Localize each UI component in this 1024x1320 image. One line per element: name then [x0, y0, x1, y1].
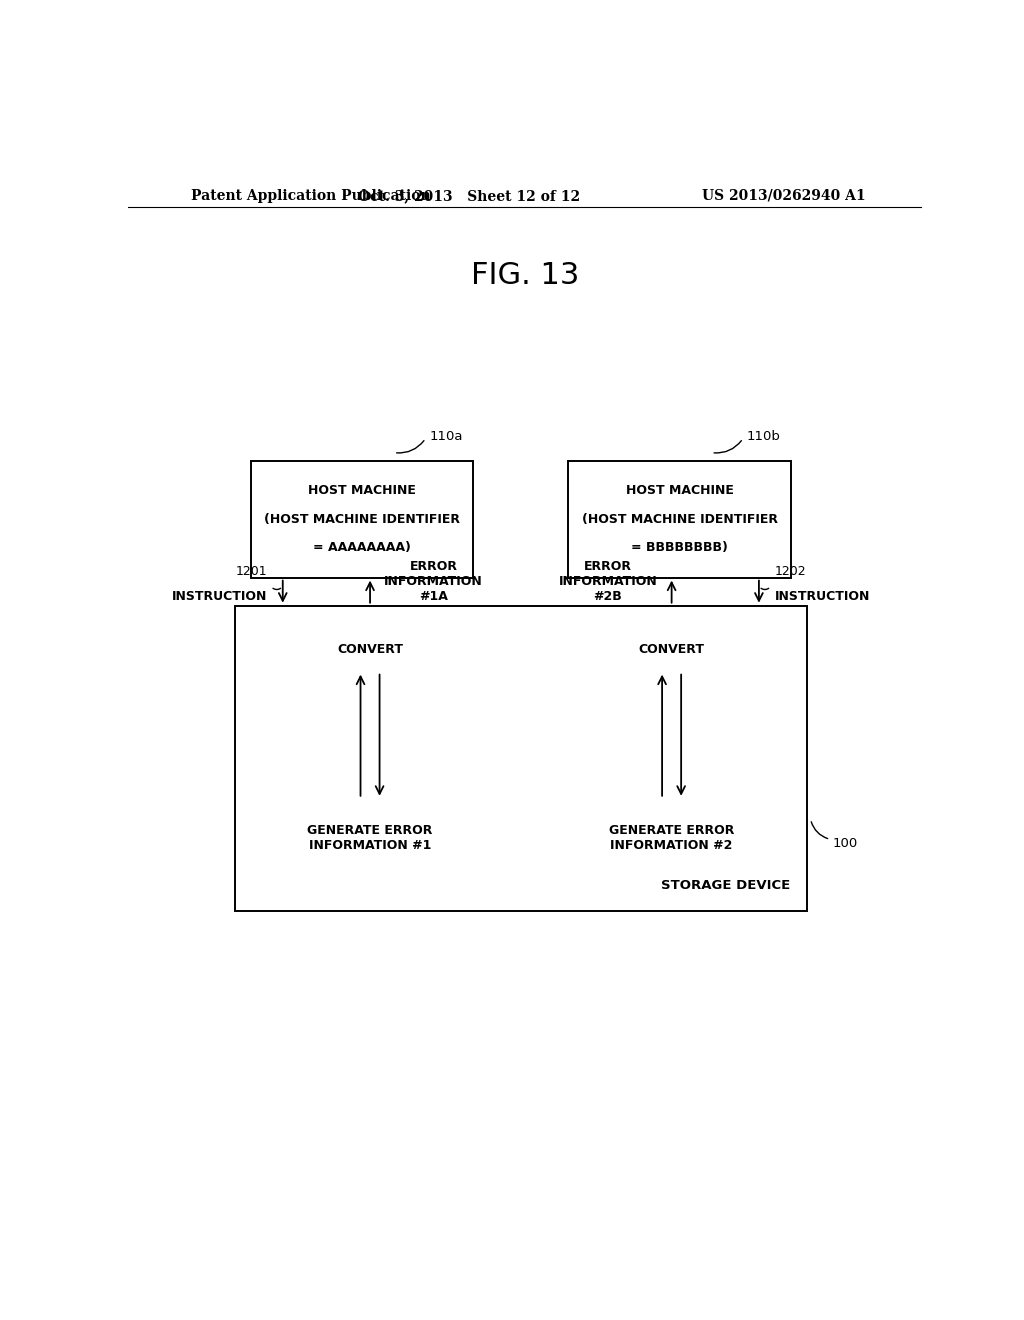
Text: HOST MACHINE: HOST MACHINE — [308, 484, 416, 498]
Text: Patent Application Publication: Patent Application Publication — [191, 189, 431, 203]
Text: Oct. 3, 2013   Sheet 12 of 12: Oct. 3, 2013 Sheet 12 of 12 — [358, 189, 581, 203]
Text: 1201: 1201 — [236, 565, 267, 578]
Text: 100: 100 — [833, 837, 858, 850]
Text: INSTRUCTION: INSTRUCTION — [775, 590, 870, 603]
Text: ERROR
INFORMATION
#1A: ERROR INFORMATION #1A — [384, 560, 483, 603]
Text: = AAAAAAAA): = AAAAAAAA) — [313, 541, 411, 554]
Text: CONVERT: CONVERT — [639, 643, 705, 656]
Text: CONVERT: CONVERT — [337, 643, 403, 656]
Text: (HOST MACHINE IDENTIFIER: (HOST MACHINE IDENTIFIER — [264, 512, 460, 525]
Text: (HOST MACHINE IDENTIFIER: (HOST MACHINE IDENTIFIER — [582, 512, 777, 525]
Text: 1202: 1202 — [775, 565, 807, 578]
Text: STORAGE DEVICE: STORAGE DEVICE — [662, 879, 791, 891]
Bar — [568, 461, 791, 578]
Text: GENERATE ERROR
INFORMATION #1: GENERATE ERROR INFORMATION #1 — [307, 824, 433, 853]
Text: ERROR
INFORMATION
#2B: ERROR INFORMATION #2B — [558, 560, 657, 603]
Text: 110b: 110b — [746, 430, 781, 444]
Bar — [236, 606, 807, 911]
Text: FIG. 13: FIG. 13 — [471, 261, 579, 290]
Text: INSTRUCTION: INSTRUCTION — [171, 590, 267, 603]
Text: HOST MACHINE: HOST MACHINE — [626, 484, 733, 498]
Text: GENERATE ERROR
INFORMATION #2: GENERATE ERROR INFORMATION #2 — [609, 824, 734, 853]
Text: US 2013/0262940 A1: US 2013/0262940 A1 — [702, 189, 866, 203]
Text: = BBBBBBBB): = BBBBBBBB) — [631, 541, 728, 554]
Bar — [251, 461, 473, 578]
Text: 110a: 110a — [430, 430, 463, 444]
